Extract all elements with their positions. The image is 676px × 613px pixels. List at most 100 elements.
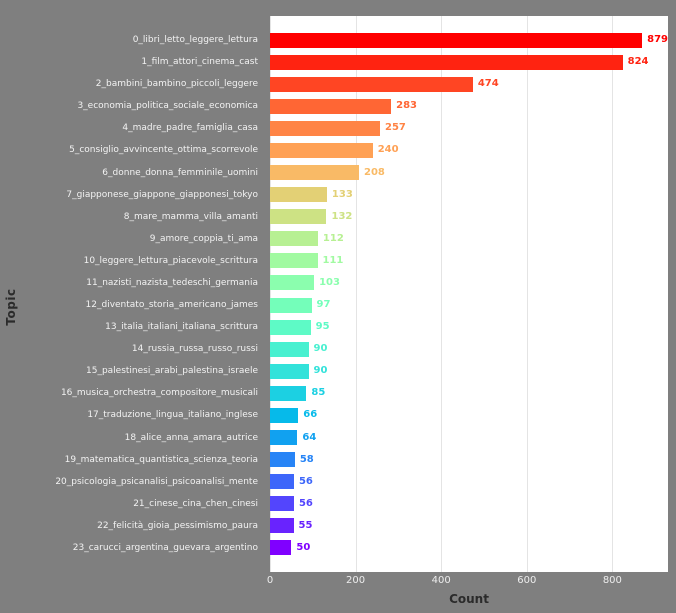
gridline [612, 16, 614, 572]
bar-row: 50 [270, 537, 668, 559]
bar-row: 66 [270, 404, 668, 426]
y-tick-label: 22_felicità_gioia_pessimismo_paura [97, 520, 258, 531]
bar-value-label: 58 [299, 453, 314, 465]
bar-value-label: 283 [396, 100, 417, 112]
bar [270, 54, 623, 70]
y-tick-label: 9_amore_coppia_ti_ama [149, 233, 258, 244]
bar-row: 95 [270, 316, 668, 338]
bar-row: 85 [270, 382, 668, 404]
bar-row: 879 [270, 29, 668, 51]
bar-value-label: 50 [296, 541, 311, 553]
bar-value-label: 132 [331, 210, 353, 222]
y-tick-label: 3_economia_politica_sociale_economica [77, 101, 258, 112]
x-axis-label: Count [449, 592, 489, 606]
bar [270, 496, 294, 512]
bar [270, 341, 309, 357]
bar-row: 97 [270, 294, 668, 316]
bar [270, 98, 392, 114]
bar [270, 231, 318, 247]
bar-row: 112 [270, 228, 668, 250]
x-tick-labels: 0 200 400 600 800 [266, 575, 668, 590]
bar [270, 275, 315, 291]
bar-row: 111 [270, 250, 668, 272]
y-tick-label: 15_palestinesi_arabi_palestina_israele [86, 366, 258, 377]
gridline [355, 16, 357, 572]
x-tick-label: 0 [266, 575, 274, 586]
bar [270, 385, 307, 401]
plot-area: 879 824 474 283 257 240 208 133 132 112 111 103 97 95… [270, 16, 668, 572]
y-tick-label: 19_matematica_quantistica_scienza_teoria [64, 454, 258, 465]
bar-value-label: 133 [331, 188, 353, 200]
bar-row: 56 [270, 471, 668, 493]
x-tick-label: 800 [602, 575, 622, 586]
bar-value-label: 85 [311, 387, 326, 399]
gridline [526, 16, 528, 572]
y-tick-label: 2_bambini_bambino_piccoli_leggere [95, 79, 258, 90]
bar-value-label: 208 [364, 166, 385, 178]
bar [270, 297, 312, 313]
y-tick-label: 23_carucci_argentina_guevara_argentino [72, 542, 258, 553]
y-tick-label: 10_leggere_lettura_piacevole_scrittura [83, 255, 258, 266]
bar [270, 430, 298, 446]
bar [270, 76, 473, 92]
bar-row: 474 [270, 73, 668, 95]
bar [270, 187, 327, 203]
bar [270, 165, 359, 181]
y-tick-labels: 0_libri_letto_leggere_lettura 1_film_atto… [0, 16, 263, 572]
bar-row: 90 [270, 360, 668, 382]
x-tick-label: 200 [346, 575, 366, 586]
bar-value-label: 824 [627, 56, 649, 68]
y-tick-label: 21_cinese_cina_chen_cinesi [133, 498, 258, 509]
x-tick-label: 600 [517, 575, 537, 586]
y-tick-label: 5_consiglio_avvincente_ottima_scorrevole [69, 145, 258, 156]
y-tick-label: 18_alice_anna_amara_autrice [124, 432, 258, 443]
y-tick-label: 6_donne_donna_femminile_uomini [102, 167, 258, 178]
y-tick-label: 13_italia_italiani_italiana_scrittura [105, 322, 258, 333]
bar-row: 133 [270, 184, 668, 206]
bar [270, 253, 318, 269]
y-tick-label: 8_mare_mamma_villa_amanti [123, 211, 258, 222]
bar-value-label: 474 [477, 78, 499, 90]
bar-value-label: 257 [384, 122, 406, 134]
x-tick-label: 400 [431, 575, 451, 586]
bar [270, 452, 295, 468]
y-tick-label: 11_nazisti_nazista_tedeschi_germania [86, 277, 258, 288]
y-tick-label: 4_madre_padre_famiglia_casa [122, 123, 258, 134]
bar [270, 518, 294, 534]
bar-value-label: 90 [313, 343, 328, 355]
y-tick-label: 17_traduzione_lingua_italiano_inglese [87, 410, 258, 421]
bar [270, 474, 294, 490]
bar-row: 283 [270, 95, 668, 117]
bar-value-label: 56 [298, 497, 313, 509]
bar-row: 64 [270, 427, 668, 449]
y-tick-label: 1_film_attori_cinema_cast [141, 57, 258, 68]
bar-value-label: 240 [377, 144, 399, 156]
bar-value-label: 97 [316, 299, 331, 311]
bar-value-label: 112 [322, 232, 344, 244]
bar-value-label: 64 [302, 431, 317, 443]
y-tick-label: 0_libri_letto_leggere_lettura [132, 35, 258, 45]
bar-value-label: 879 [647, 34, 668, 46]
bar-value-label: 56 [298, 475, 313, 487]
bars-layer: 879 824 474 283 257 240 208 133 132 112 111 103 97 95… [270, 16, 668, 572]
bar [270, 540, 292, 556]
bar-row: 208 [270, 162, 668, 184]
bar-value-label: 66 [303, 409, 318, 421]
bar [270, 142, 373, 158]
gridline [441, 16, 443, 572]
bar [270, 209, 327, 225]
bar-row: 58 [270, 449, 668, 471]
bar-value-label: 90 [313, 365, 328, 377]
bar-row: 257 [270, 117, 668, 139]
gridlines-layer [270, 16, 668, 572]
y-tick-label: 20_psicologia_psicanalisi_psicoanalisi_m… [55, 476, 258, 487]
bar-row: 824 [270, 51, 668, 73]
bar-row: 240 [270, 139, 668, 161]
bar-value-label: 103 [319, 276, 340, 288]
bar [270, 120, 380, 136]
y-tick-label: 14_russia_russa_russo_russi [131, 344, 258, 355]
bar-row: 132 [270, 206, 668, 228]
bar-row: 90 [270, 338, 668, 360]
bar-value-label: 55 [298, 519, 313, 531]
